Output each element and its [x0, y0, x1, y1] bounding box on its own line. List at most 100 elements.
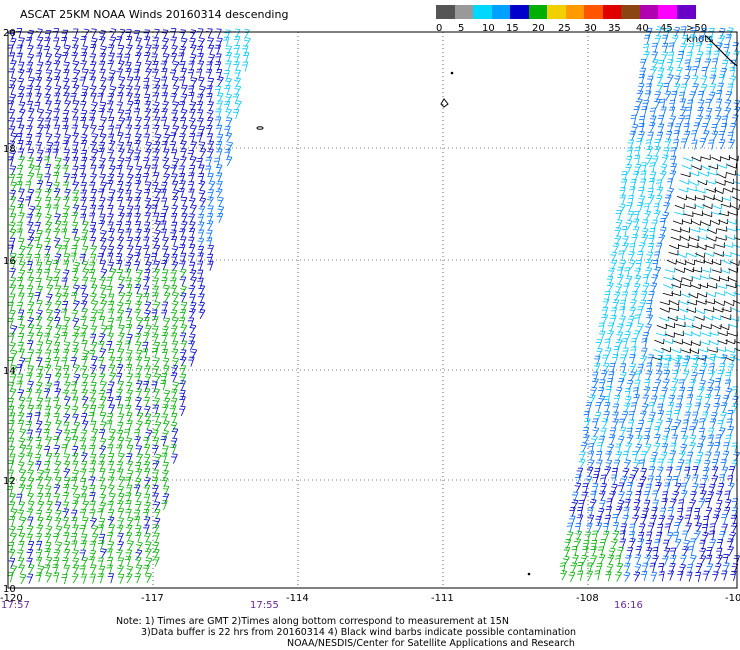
- wind-barb: [645, 267, 653, 278]
- wind-barb: [704, 243, 715, 249]
- wind-barb: [8, 125, 16, 136]
- wind-barb: [172, 158, 180, 169]
- wind-barb: [586, 466, 594, 477]
- wind-barb: [624, 459, 632, 470]
- wind-barb: [142, 380, 150, 391]
- wind-barb: [71, 460, 79, 471]
- wind-barb: [675, 466, 682, 477]
- wind-barb: [9, 277, 17, 288]
- wind-barb: [116, 388, 123, 399]
- wind-barb: [151, 164, 158, 175]
- wind-barb: [72, 37, 79, 48]
- wind-barb: [658, 571, 665, 582]
- wind-barb: [716, 90, 723, 101]
- wind-barb: [697, 35, 705, 46]
- island: [256, 126, 264, 130]
- wind-barb: [582, 427, 590, 438]
- wind-barb: [696, 299, 707, 305]
- wind-barb: [99, 381, 107, 392]
- wind-barb: [188, 236, 195, 247]
- wind-barb: [731, 196, 740, 201]
- wind-barb: [143, 532, 151, 543]
- wind-barb: [9, 388, 17, 399]
- wind-barb: [216, 37, 223, 48]
- wind-barb: [63, 237, 70, 248]
- wind-barb: [45, 325, 53, 336]
- wind-barb: [695, 187, 706, 194]
- wind-barb: [62, 508, 70, 519]
- wind-barb: [675, 321, 686, 328]
- wind-barb: [697, 386, 705, 397]
- wind-barb: [44, 364, 52, 375]
- wind-barb: [37, 117, 44, 128]
- wind-barb: [136, 269, 143, 280]
- wind-barb: [134, 140, 141, 151]
- wind-barb: [161, 452, 168, 463]
- wind-barb: [639, 115, 645, 127]
- wind-barb: [52, 260, 60, 271]
- wind-barb: [664, 27, 671, 38]
- wind-barb: [654, 146, 661, 157]
- wind-barb: [624, 395, 632, 407]
- wind-barb: [700, 267, 712, 273]
- wind-barb: [658, 316, 669, 322]
- wind-barb: [646, 307, 653, 319]
- wind-barb: [79, 253, 86, 264]
- wind-barb: [15, 28, 23, 39]
- wind-barb: [691, 419, 699, 430]
- wind-barb: [18, 108, 26, 119]
- wind-barb: [52, 204, 59, 215]
- wind-barb: [728, 139, 736, 150]
- wind-barb: [735, 284, 740, 287]
- wind-barb: [160, 116, 168, 127]
- wind-barb: [682, 419, 689, 430]
- wind-barb: [18, 501, 26, 512]
- wind-barb: [9, 93, 17, 105]
- wind-barb: [624, 562, 631, 573]
- wind-barb: [97, 540, 105, 551]
- wind-barb: [680, 554, 687, 566]
- wind-barb: [27, 516, 34, 527]
- wind-barb: [17, 93, 25, 104]
- wind-barb: [26, 372, 33, 383]
- pass-time-label: 16:16: [614, 600, 643, 611]
- wind-barb: [63, 44, 71, 56]
- wind-barb: [125, 549, 133, 560]
- wind-barb: [180, 340, 188, 351]
- wind-barb: [663, 202, 670, 213]
- wind-barb: [582, 483, 589, 494]
- wind-barb: [71, 348, 79, 359]
- wind-barb: [61, 332, 68, 343]
- wind-barb: [592, 418, 599, 429]
- wind-barb: [72, 84, 80, 95]
- wind-barb: [151, 253, 158, 264]
- wind-barb: [576, 467, 584, 478]
- wind-barb: [691, 139, 698, 150]
- wind-barb: [666, 178, 673, 189]
- wind-barb: [34, 205, 42, 216]
- wind-barb: [18, 437, 26, 449]
- wind-barb: [625, 164, 632, 175]
- wind-barb: [135, 189, 143, 200]
- wind-barb: [52, 276, 60, 288]
- wind-barb: [733, 50, 740, 61]
- wind-barb: [144, 94, 151, 105]
- footer-notes: Note: 1) Times are GMT 2)Times along bot…: [116, 616, 576, 649]
- wind-barb: [117, 452, 125, 464]
- wind-barb: [187, 150, 195, 161]
- wind-barb: [644, 210, 652, 221]
- wind-barb: [660, 451, 668, 462]
- wind-barb: [645, 483, 652, 494]
- wind-barb: [683, 75, 691, 86]
- wind-barb: [45, 572, 53, 583]
- wind-barb: [89, 500, 96, 511]
- wind-barb: [653, 442, 661, 453]
- wind-barb: [180, 285, 187, 296]
- wind-barb: [72, 156, 79, 167]
- wind-barb: [635, 435, 643, 446]
- wind-barb: [198, 293, 205, 304]
- scale-swatch: [454, 5, 474, 19]
- wind-barb: [715, 290, 726, 296]
- wind-barb: [152, 316, 159, 327]
- wind-barb: [615, 339, 623, 350]
